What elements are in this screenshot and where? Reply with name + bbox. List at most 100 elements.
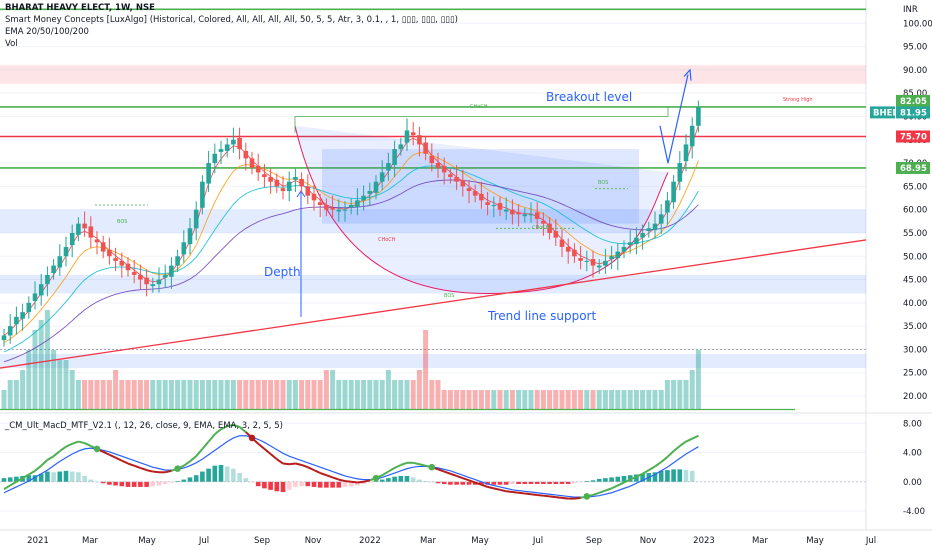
candle-body-88 xyxy=(547,223,552,233)
candle-body-42 xyxy=(262,174,267,178)
macd-line-seg-77 xyxy=(474,481,482,486)
macd-hist-bar-89 xyxy=(553,481,559,484)
macd-line-seg-89 xyxy=(549,495,556,499)
macd-line-seg-53 xyxy=(326,474,333,479)
macd-line-seg-13 xyxy=(78,440,85,445)
volume-bar-81 xyxy=(503,390,509,410)
symbol-tag-label: BHEL xyxy=(873,108,898,118)
candle-82 xyxy=(510,199,515,225)
volume-bar-94 xyxy=(584,390,590,410)
price-tick-label-8: 60.00 xyxy=(903,206,927,216)
candle-body-106 xyxy=(658,214,664,224)
macd-line-seg-4 xyxy=(22,473,30,479)
volume-bar-71 xyxy=(441,390,447,410)
volume-bar-19 xyxy=(119,380,125,410)
candle-12 xyxy=(76,217,81,242)
candle-body-57 xyxy=(355,200,360,207)
indicator-smc[interactable]: Smart Money Concepts [LuxAlgo] (Historic… xyxy=(5,15,458,25)
macd-hist-bar-7 xyxy=(45,471,50,482)
candle-body-29 xyxy=(181,242,187,255)
candle-body-66 xyxy=(410,132,416,136)
macd-line-seg-51 xyxy=(313,469,321,474)
macd-hist-bar-8 xyxy=(51,472,56,482)
macd-label[interactable]: _CM_Ult_MacD_MTF_V2.1 (, 12, 26, close, … xyxy=(5,421,283,431)
macd-line-seg-106 xyxy=(654,461,662,468)
volume-bar-59 xyxy=(367,380,373,410)
candle-body-34 xyxy=(212,153,218,164)
macd-tick-label-2: 4.00 xyxy=(903,449,922,459)
candles xyxy=(1,100,701,347)
candle-103 xyxy=(640,224,645,250)
volume-bar-53 xyxy=(330,370,336,410)
candle-112 xyxy=(696,100,701,133)
candle-body-54 xyxy=(336,209,342,212)
price-tick-label-4: 40.00 xyxy=(903,299,927,309)
macd-hist-bar-53 xyxy=(330,481,335,488)
candle-59 xyxy=(367,182,373,206)
macd-line-seg-101 xyxy=(623,478,631,484)
candle-7 xyxy=(45,266,50,297)
macd-line-seg-84 xyxy=(518,491,525,495)
candle-body-96 xyxy=(596,265,602,268)
macd-line-seg-47 xyxy=(289,462,296,466)
candle-28 xyxy=(175,249,180,273)
macd-hist-bar-14 xyxy=(88,479,94,482)
macd-line-seg-57 xyxy=(351,480,358,484)
macd-hist-bar-44 xyxy=(274,481,280,492)
candle-55 xyxy=(342,201,348,222)
choch-label-mid: CHoCH xyxy=(378,237,396,243)
macd-hist-bar-57 xyxy=(355,481,360,486)
macd-line-seg-44 xyxy=(269,453,278,460)
candle-body-61 xyxy=(379,172,385,182)
macd-line-seg-104 xyxy=(642,469,650,475)
macd-hist-bar-85 xyxy=(528,481,534,484)
candle-body-26 xyxy=(162,274,168,278)
candle-body-99 xyxy=(615,251,621,259)
macd-hist-bar-80 xyxy=(497,481,503,485)
candle-body-67 xyxy=(417,135,422,145)
macd-line-seg-88 xyxy=(543,494,550,498)
macd-line-seg-112 xyxy=(691,434,699,440)
price-tick-label-1: 25.00 xyxy=(903,369,927,379)
candle-body-55 xyxy=(342,209,348,211)
candle-58 xyxy=(361,185,366,211)
volume-bar-95 xyxy=(590,390,596,410)
macd-line-seg-19 xyxy=(115,456,123,462)
strong-high-label: Strong High xyxy=(783,97,813,103)
indicator-ema[interactable]: EMA 20/50/100/200 xyxy=(5,27,89,37)
chart-title: BHARAT HEAVY ELECT, 1W, NSE xyxy=(5,3,155,13)
candle-body-48 xyxy=(299,178,304,187)
candle-9 xyxy=(57,244,63,276)
macd-hist-bar-51 xyxy=(317,481,323,488)
volume-bar-23 xyxy=(144,380,150,410)
macd-hist-bar-50 xyxy=(311,481,317,487)
candle-body-12 xyxy=(76,223,81,235)
macd-hist-bar-95 xyxy=(590,480,596,482)
indicator-vol[interactable]: Vol xyxy=(5,39,18,49)
candle-body-112 xyxy=(696,107,701,126)
candle-27 xyxy=(169,257,174,289)
macd-hist-bar-100 xyxy=(621,475,627,482)
macd-line-seg-14 xyxy=(84,442,92,447)
candle-body-20 xyxy=(125,263,131,271)
volume-bar-89 xyxy=(553,390,559,410)
price-tag-label-1: 81.95 xyxy=(900,108,927,118)
candle-body-77 xyxy=(479,193,484,201)
macd-hist-bar-46 xyxy=(286,481,292,490)
depth-arrow-head xyxy=(296,190,306,198)
macd-hist-bar-43 xyxy=(268,481,273,490)
volume-bar-84 xyxy=(522,390,528,410)
macd-line-seg-105 xyxy=(648,465,656,471)
volume-bar-101 xyxy=(627,390,633,410)
macd-hist-bar-35 xyxy=(218,464,224,482)
price-tick-label-15: 95.00 xyxy=(903,43,927,53)
macd-line-seg-52 xyxy=(319,472,327,477)
candle-104 xyxy=(646,221,652,238)
choch-label-top: CHoCH xyxy=(470,104,488,110)
candle-body-24 xyxy=(150,284,156,287)
macd-hist-bar-18 xyxy=(113,481,118,486)
candle-body-91 xyxy=(565,246,571,252)
macd-hist-bar-106 xyxy=(658,470,664,482)
macd-hist-bar-32 xyxy=(200,471,205,482)
